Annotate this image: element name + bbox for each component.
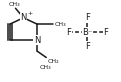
Text: CH₃: CH₃ bbox=[9, 2, 20, 7]
Text: F: F bbox=[67, 28, 72, 37]
Text: F: F bbox=[85, 42, 90, 51]
Text: F: F bbox=[103, 28, 108, 37]
Text: CH₃: CH₃ bbox=[40, 65, 52, 70]
Text: N: N bbox=[34, 36, 40, 45]
Text: CH₂: CH₂ bbox=[47, 59, 59, 64]
Text: +: + bbox=[27, 11, 32, 16]
Text: CH₃: CH₃ bbox=[54, 22, 66, 27]
Text: N: N bbox=[20, 13, 27, 22]
Text: F: F bbox=[85, 13, 90, 22]
Text: B⁻: B⁻ bbox=[82, 28, 92, 37]
